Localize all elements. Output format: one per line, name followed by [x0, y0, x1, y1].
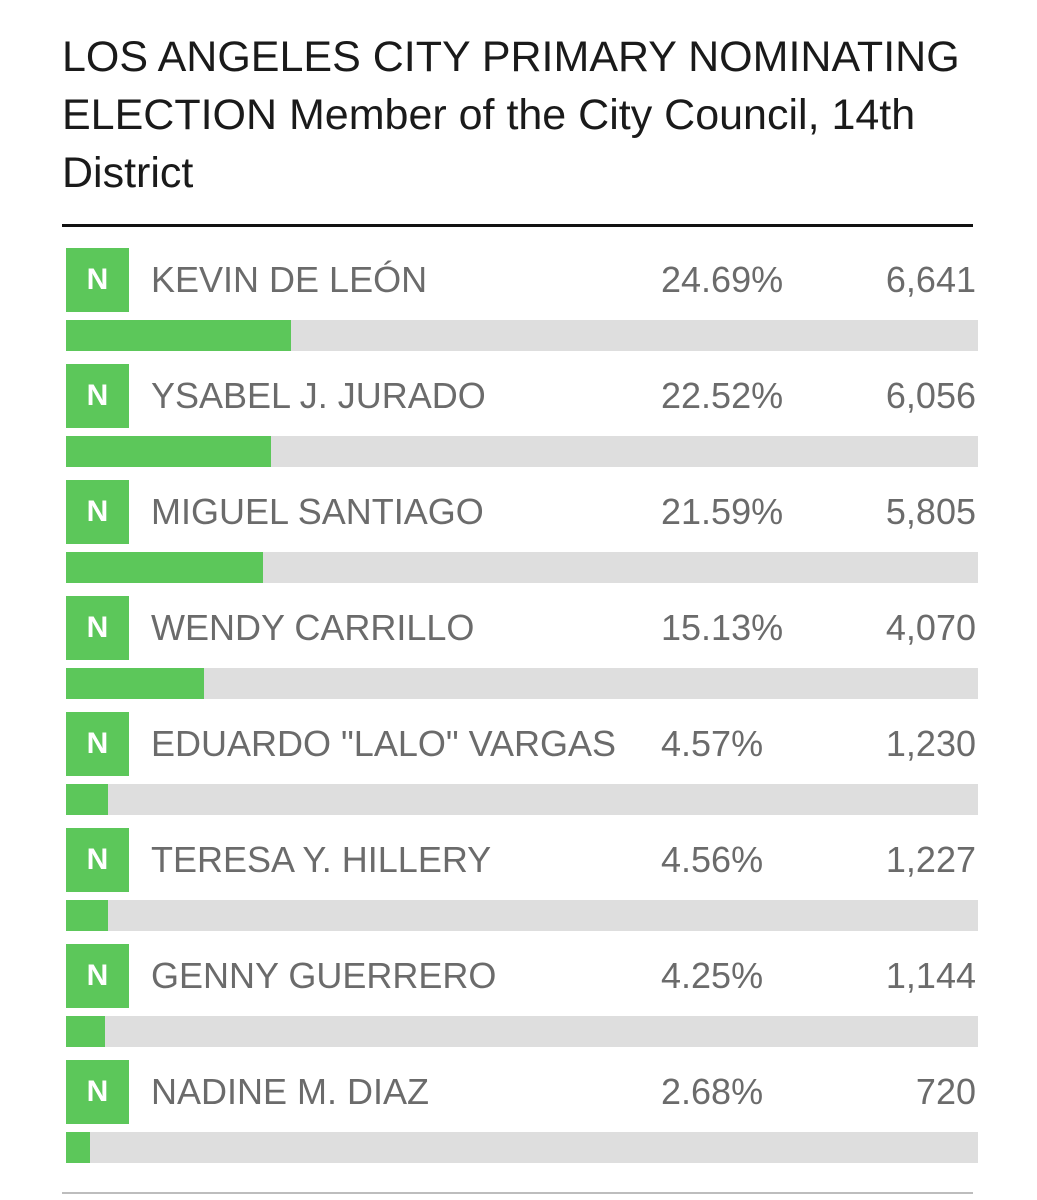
candidate-name: TERESA Y. HILLERY	[151, 839, 492, 880]
title-divider	[62, 224, 973, 227]
vote-share-bar	[66, 784, 978, 815]
party-badge: N	[66, 364, 129, 428]
party-badge: N	[66, 828, 129, 892]
party-badge: N	[66, 480, 129, 544]
vote-share-bar	[66, 436, 978, 467]
candidate-votes: 6,056	[885, 375, 976, 416]
candidate-name: KEVIN DE LEÓN	[151, 259, 428, 300]
party-badge: N	[66, 944, 129, 1008]
vote-share-bar	[66, 320, 978, 351]
candidate-votes: 5,805	[885, 491, 976, 532]
candidate-row: N NADINE M. DIAZ 2.68% 720	[0, 812, 1037, 1163]
candidate-percent: 4.56%	[661, 839, 764, 880]
candidate-votes: 1,227	[885, 839, 976, 880]
candidate-votes: 720	[915, 1071, 976, 1112]
candidate-votes: 1,230	[885, 723, 976, 764]
candidate-percent: 4.25%	[661, 955, 764, 996]
candidate-name: MIGUEL SANTIAGO	[151, 491, 484, 532]
candidate-name: WENDY CARRILLO	[151, 607, 475, 648]
party-badge: N	[66, 712, 129, 776]
candidate-row: N KEVIN DE LEÓN 24.69% 6,641	[0, 0, 1037, 351]
candidate-percent: 21.59%	[661, 491, 784, 532]
candidate-name: NADINE M. DIAZ	[151, 1071, 430, 1112]
candidate-percent: 22.52%	[661, 375, 784, 416]
candidate-name: YSABEL J. JURADO	[151, 375, 486, 416]
vote-share-bar	[66, 900, 978, 931]
candidate-name: EDUARDO "LALO" VARGAS	[151, 723, 617, 764]
candidate-row: N EDUARDO "LALO" VARGAS 4.57% 1,230	[0, 464, 1037, 815]
candidate-row: N YSABEL J. JURADO 22.52% 6,056	[0, 116, 1037, 467]
bottom-divider	[62, 1192, 973, 1194]
vote-share-bar	[66, 668, 978, 699]
party-badge: N	[66, 596, 129, 660]
candidate-votes: 1,144	[885, 955, 976, 996]
vote-share-fill	[66, 436, 272, 467]
vote-share-fill	[66, 668, 204, 699]
page-title: LOS ANGELES CITY PRIMARY NOMINATING ELEC…	[62, 33, 960, 197]
vote-share-fill	[66, 1132, 91, 1163]
candidate-percent: 2.68%	[661, 1071, 764, 1112]
vote-share-bar	[66, 1132, 978, 1163]
candidate-row: N GENNY GUERRERO 4.25% 1,144	[0, 696, 1037, 1047]
candidate-row: N MIGUEL SANTIAGO 21.59% 5,805	[0, 232, 1037, 583]
vote-share-bar	[66, 1016, 978, 1047]
candidate-row: N WENDY CARRILLO 15.13% 4,070	[0, 348, 1037, 699]
candidate-votes: 4,070	[885, 607, 976, 648]
party-badge: N	[66, 248, 129, 312]
candidate-name: GENNY GUERRERO	[151, 955, 497, 996]
vote-share-fill	[66, 900, 108, 931]
party-badge: N	[66, 1060, 129, 1124]
vote-share-fill	[66, 784, 108, 815]
vote-share-fill	[66, 552, 263, 583]
vote-share-bar	[66, 552, 978, 583]
candidate-percent: 24.69%	[661, 259, 784, 300]
vote-share-fill	[66, 1016, 105, 1047]
candidate-votes: 6,641	[885, 259, 976, 300]
candidate-percent: 15.13%	[661, 607, 784, 648]
candidate-row: N TERESA Y. HILLERY 4.56% 1,227	[0, 580, 1037, 931]
vote-share-fill	[66, 320, 292, 351]
candidate-percent: 4.57%	[661, 723, 764, 764]
